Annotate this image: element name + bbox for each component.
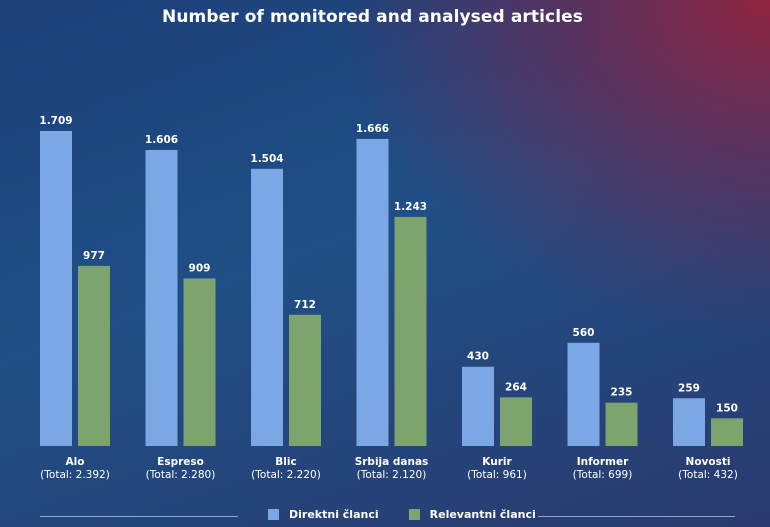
data-label-relevantni-espreso: 909 <box>189 262 211 274</box>
chart-plot-area: 1.709 977 Alo(Total: 2.392) 1.606 909 Espreso… <box>39 115 743 481</box>
bar-relevantni-novosti <box>711 418 743 446</box>
data-label-relevantni-blic: 712 <box>294 299 316 311</box>
category-label-blic: Blic <box>275 456 296 468</box>
category-label-espreso: Espreso <box>157 456 204 468</box>
category-total-alo: (Total: 2.392) <box>40 469 110 481</box>
bar-direktni-srbija-danas <box>356 138 389 446</box>
bar-relevantni-srbija-danas <box>394 216 427 446</box>
bar-relevantni-espreso <box>183 278 216 446</box>
category-total-novosti: (Total: 432) <box>678 469 738 481</box>
category-label-srbija-danas: Srbija danas <box>355 456 429 468</box>
data-label-direktni-blic: 1.504 <box>250 153 283 165</box>
bar-direktni-blic <box>251 168 283 446</box>
bar-direktni-kurir <box>462 366 494 446</box>
legend-swatch-direktni <box>268 509 279 520</box>
data-label-direktni-espreso: 1.606 <box>145 134 178 146</box>
category-total-srbija-danas: (Total: 2.120) <box>357 469 427 481</box>
category-label-novosti: Novosti <box>686 456 731 468</box>
category-total-kurir: (Total: 961) <box>467 469 527 481</box>
data-label-direktni-srbija-danas: 1.666 <box>356 123 389 135</box>
bar-relevantni-kurir <box>500 397 532 446</box>
data-label-relevantni-srbija-danas: 1.243 <box>394 201 427 213</box>
data-label-relevantni-informer: 235 <box>611 387 633 399</box>
legend-item-relevantni: Relevantni članci <box>408 508 536 521</box>
data-label-relevantni-kurir: 264 <box>505 381 527 393</box>
legend: Direktni članci Relevantni članci <box>268 508 566 521</box>
bar-relevantni-blic <box>289 314 321 446</box>
data-label-direktni-kurir: 430 <box>467 351 489 363</box>
legend-item-direktni: Direktni članci <box>268 508 379 521</box>
bar-direktni-novosti <box>673 398 705 446</box>
bar-relevantni-alo <box>78 265 110 446</box>
category-total-informer: (Total: 699) <box>573 469 633 481</box>
bar-direktni-informer <box>567 342 600 446</box>
category-total-espreso: (Total: 2.280) <box>146 469 216 481</box>
bar-direktni-alo <box>40 131 72 446</box>
data-label-direktni-novosti: 259 <box>678 382 700 394</box>
category-label-alo: Alo <box>66 456 85 468</box>
bar-relevantni-informer <box>605 402 638 446</box>
data-label-direktni-informer: 560 <box>573 327 595 339</box>
legend-label-relevantni: Relevantni članci <box>429 508 536 521</box>
category-label-kurir: Kurir <box>482 456 512 468</box>
legend-label-direktni: Direktni članci <box>289 508 379 521</box>
bar-direktni-espreso <box>145 149 178 446</box>
category-label-informer: Informer <box>577 456 629 468</box>
chart-title: Number of monitored and analysed article… <box>162 7 583 27</box>
legend-divider-left <box>40 516 238 517</box>
data-label-direktni-alo: 1.709 <box>39 115 72 127</box>
data-label-relevantni-novosti: 150 <box>716 402 738 414</box>
legend-swatch-relevantni <box>408 509 420 520</box>
category-total-blic: (Total: 2.220) <box>251 469 321 481</box>
legend-divider-right <box>538 516 735 517</box>
data-label-relevantni-alo: 977 <box>83 250 105 262</box>
